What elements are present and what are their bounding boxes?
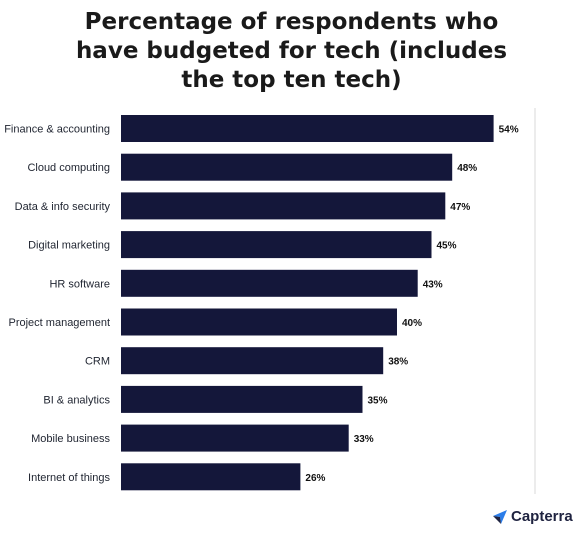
bar (121, 153, 453, 181)
value-label: 38% (388, 357, 408, 368)
capterra-logo: Capterra (492, 508, 573, 525)
value-label: 54% (499, 125, 519, 136)
bar (121, 347, 384, 375)
chart-title-line-3: the top ten tech) (181, 67, 402, 93)
category-label: Internet of things (28, 472, 110, 484)
chart-title-line-1: Percentage of respondents who (84, 9, 499, 35)
category-label: BI & analytics (43, 394, 110, 406)
value-label: 33% (354, 434, 374, 445)
category-label: CRM (85, 356, 110, 368)
category-label: HR software (49, 278, 110, 290)
chart-title: Percentage of respondents who have budge… (0, 8, 583, 95)
value-label: 47% (450, 202, 470, 213)
capterra-arrow-icon (493, 509, 507, 524)
chart-title-line-2: have budgeted for tech (includes (75, 38, 508, 64)
value-label: 40% (402, 318, 422, 329)
brand-name: Capterra (511, 508, 573, 525)
bar (121, 115, 494, 142)
value-label: 43% (423, 279, 443, 290)
bar (121, 424, 349, 452)
value-label: 48% (457, 163, 477, 174)
bar (121, 269, 418, 297)
category-label: Data & info security (15, 201, 111, 213)
value-label: 35% (368, 395, 388, 406)
category-label: Project management (9, 317, 111, 329)
value-label: 26% (305, 473, 325, 484)
bar (121, 308, 397, 336)
category-label: Finance & accounting (4, 124, 110, 136)
bar (121, 192, 446, 220)
value-label: 45% (437, 241, 457, 252)
bar (121, 231, 432, 259)
category-label: Mobile business (31, 433, 110, 445)
bar (121, 385, 363, 413)
bar (121, 463, 301, 491)
category-label: Digital marketing (28, 240, 110, 252)
category-label: Cloud computing (27, 162, 110, 174)
